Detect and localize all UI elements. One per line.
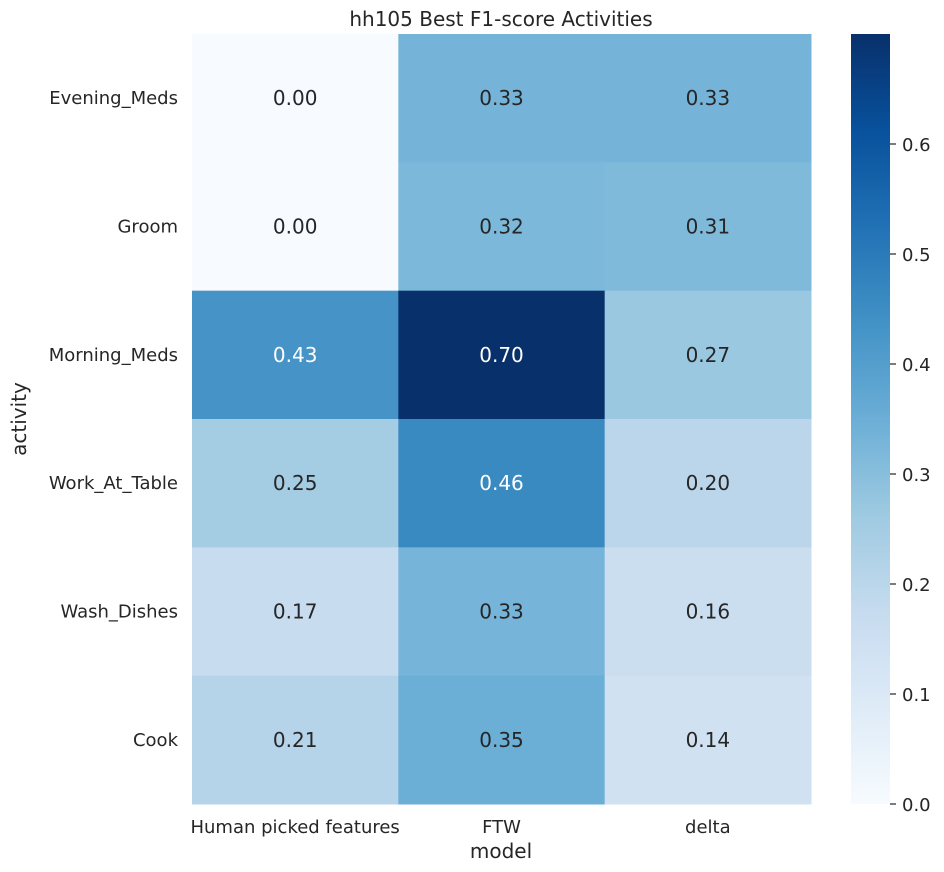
cell-value-label: 0.33: [479, 86, 524, 110]
cell-value-label: 0.00: [273, 86, 318, 110]
cell-value-label: 0.14: [686, 728, 731, 752]
y-tick-label: Wash_Dishes: [60, 602, 178, 623]
heatmap-cell: [398, 675, 606, 805]
heatmap-cell: [604, 419, 812, 548]
cell-value-label: 0.33: [479, 600, 524, 624]
heatmap-cell: [398, 547, 606, 677]
colorbar-tick-label: 0.2: [902, 575, 931, 596]
x-tick-labels: Human picked features FTW delta: [190, 817, 730, 838]
heatmap-cell: [192, 162, 399, 292]
heatmap-cell: [192, 547, 399, 677]
cell-value-label: 0.70: [479, 343, 524, 367]
heatmap-cell: [604, 547, 812, 677]
y-tick-label: Evening_Meds: [49, 88, 178, 109]
cell-value-label: 0.46: [479, 471, 524, 495]
colorbar-tick-label: 0.4: [902, 355, 931, 376]
cell-value-label: 0.35: [479, 728, 524, 752]
heatmap-cell: [398, 34, 606, 163]
cell-value-label: 0.00: [273, 215, 318, 239]
cell-value-label: 0.17: [273, 600, 318, 624]
cell-value-label: 0.31: [686, 215, 731, 239]
y-tick-labels: Evening_Meds Groom Morning_Meds Work_At_Tab…: [49, 88, 179, 751]
cell-value-label: 0.25: [273, 471, 318, 495]
x-axis-label: model: [470, 839, 532, 863]
colorbar-tick-label: 0.3: [902, 465, 931, 486]
heatmap-cell: [192, 419, 399, 548]
y-tick-label: Groom: [117, 217, 178, 238]
cell-value-label: 0.20: [686, 471, 731, 495]
heatmap-cell: [192, 675, 399, 805]
cell-value-label: 0.21: [273, 728, 318, 752]
colorbar-tick-label: 0.5: [902, 245, 931, 266]
x-tick-label: delta: [685, 817, 731, 838]
heatmap-cell: [604, 290, 812, 420]
heatmap-cell: [604, 675, 812, 805]
y-tick-label: Morning_Meds: [49, 345, 178, 366]
x-tick-label: FTW: [482, 817, 521, 838]
y-tick-label: Cook: [133, 730, 179, 751]
colorbar-tick-label: 0.1: [902, 685, 931, 706]
cell-value-label: 0.16: [686, 600, 731, 624]
heatmap-cell: [604, 162, 812, 292]
y-tick-label: Work_At_Table: [49, 473, 178, 494]
heatmap-cell: [398, 162, 606, 292]
cell-value-label: 0.33: [686, 86, 731, 110]
heatmap-cell: [398, 419, 606, 548]
heatmap-cell: [398, 290, 606, 420]
colorbar-tick-label: 0.0: [902, 795, 931, 816]
y-axis-label: activity: [7, 382, 31, 456]
colorbar: 0.0 0.1 0.2 0.3 0.4 0.5 0.6: [851, 34, 931, 816]
heatmap-cells: 0.00 0.33 0.33 0.00 0.32 0.31 0.43 0.70 0.27 0.25…: [192, 34, 812, 805]
colorbar-tick-label: 0.6: [902, 135, 931, 156]
colorbar-gradient: [851, 34, 890, 804]
heatmap-cell: [604, 34, 812, 163]
heatmap-cell: [192, 34, 399, 163]
cell-value-label: 0.27: [686, 343, 731, 367]
cell-value-label: 0.43: [273, 343, 318, 367]
x-tick-label: Human picked features: [190, 817, 399, 838]
cell-value-label: 0.32: [479, 215, 524, 239]
chart-title: hh105 Best F1-score Activities: [349, 7, 652, 31]
heatmap-cell: [192, 290, 399, 420]
